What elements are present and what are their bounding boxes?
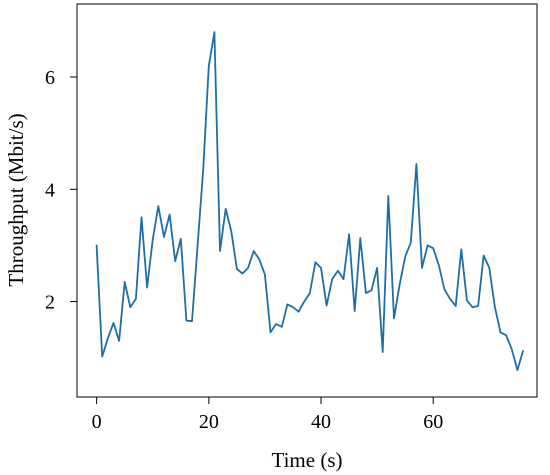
series-lines (95, 31, 524, 372)
y-axis-label: Throughput (Mbit/s) (4, 113, 28, 286)
x-tick-label: 40 (311, 411, 331, 433)
plot-frame (76, 3, 538, 398)
y-axis-ticks: 2 4 6 (45, 67, 77, 314)
y-tick-label: 6 (45, 67, 55, 89)
throughput-series-line (95, 31, 524, 372)
x-axis-ticks: 0 20 40 60 (92, 397, 443, 433)
x-tick-label: 20 (199, 411, 219, 433)
y-tick-label: 2 (45, 292, 55, 314)
x-axis-label: Time (s) (272, 448, 343, 472)
x-tick-label: 60 (423, 411, 443, 433)
y-tick-label: 4 (45, 179, 55, 201)
x-tick-label: 0 (92, 411, 102, 433)
